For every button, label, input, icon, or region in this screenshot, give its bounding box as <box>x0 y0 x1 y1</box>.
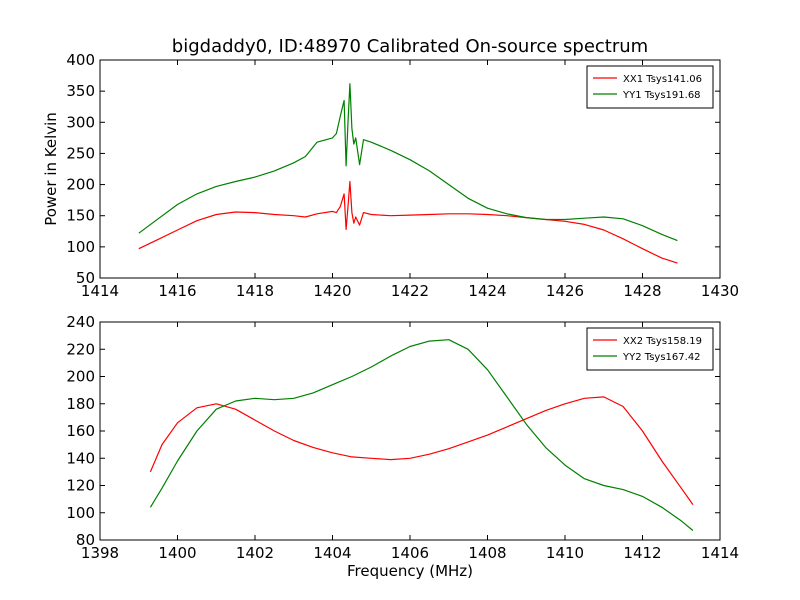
lower-y-tick-label: 160 <box>66 422 95 440</box>
upper-y-tick-label: 350 <box>66 82 95 100</box>
upper-x-tick-label: 1420 <box>313 282 351 300</box>
lower-x-tick-label: 1408 <box>468 544 506 562</box>
lower-series-line-1 <box>149 396 694 505</box>
upper-legend-box <box>586 65 714 109</box>
lower-panel: 1398 1400 1402 1404 1406 1408 1410 1412 1414 80 10… <box>66 313 739 562</box>
upper-y-tick-label: 150 <box>66 207 95 225</box>
lower-y-tick-label: 180 <box>66 395 95 413</box>
lower-x-tick-label: 1404 <box>313 544 351 562</box>
lower-legend-label-2: YY2 Tsys167.42 <box>622 352 701 363</box>
upper-x-tick-label: 1414 <box>81 282 119 300</box>
lower-series-line-2 <box>149 339 694 531</box>
upper-x-tick-label: 1428 <box>623 282 661 300</box>
lower-y-tick-label: 200 <box>66 368 95 386</box>
lower-x-tick-label: 1400 <box>158 544 196 562</box>
upper-legend: XX1 Tsys141.06 YY1 Tsys191.68 <box>586 65 714 109</box>
upper-y-axis-label: Power in Kelvin <box>42 112 60 226</box>
lower-y-tick-label: 120 <box>66 477 95 495</box>
upper-y-tick-label: 300 <box>66 113 95 131</box>
upper-legend-label-2: YY1 Tsys191.68 <box>622 90 701 101</box>
upper-x-tick-label: 1426 <box>546 282 584 300</box>
lower-legend: XX2 Tsys158.19 YY2 Tsys167.42 <box>586 327 714 371</box>
upper-x-tick-label: 1430 <box>701 282 739 300</box>
upper-x-tick-label: 1418 <box>236 282 274 300</box>
upper-x-tick-label: 1424 <box>468 282 506 300</box>
upper-y-tick-label: 50 <box>76 269 95 287</box>
lower-y-tick-label: 100 <box>66 504 95 522</box>
lower-x-tick-label: 1406 <box>391 544 429 562</box>
upper-legend-label-1: XX1 Tsys141.06 <box>623 74 702 85</box>
lower-y-tick-label: 140 <box>66 449 95 467</box>
upper-y-tick-label: 400 <box>66 51 95 69</box>
upper-panel: 1414 1416 1418 1420 1422 1424 1426 1428 1430 50 10… <box>66 51 739 300</box>
chart-title: bigdaddy0, ID:48970 Calibrated On-source… <box>172 36 648 57</box>
lower-x-tick-label: 1414 <box>701 544 739 562</box>
lower-y-tick-label: 240 <box>66 313 95 331</box>
lower-x-tick-label: 1398 <box>81 544 119 562</box>
upper-x-tick-label: 1416 <box>158 282 196 300</box>
upper-y-tick-label: 100 <box>66 238 95 256</box>
lower-x-tick-label: 1402 <box>236 544 274 562</box>
lower-legend-box <box>586 327 714 371</box>
upper-series-line-2 <box>138 83 678 242</box>
upper-y-tick-label: 200 <box>66 176 95 194</box>
lower-x-axis-label: Frequency (MHz) <box>347 562 473 580</box>
upper-series-line-1 <box>138 180 678 264</box>
upper-y-tick-label: 250 <box>66 144 95 162</box>
lower-y-tick-label: 220 <box>66 340 95 358</box>
upper-x-tick-label: 1422 <box>391 282 429 300</box>
lower-y-tick-label: 80 <box>76 531 95 549</box>
lower-legend-label-1: XX2 Tsys158.19 <box>623 336 702 347</box>
lower-x-tick-label: 1412 <box>623 544 661 562</box>
lower-x-tick-label: 1410 <box>546 544 584 562</box>
